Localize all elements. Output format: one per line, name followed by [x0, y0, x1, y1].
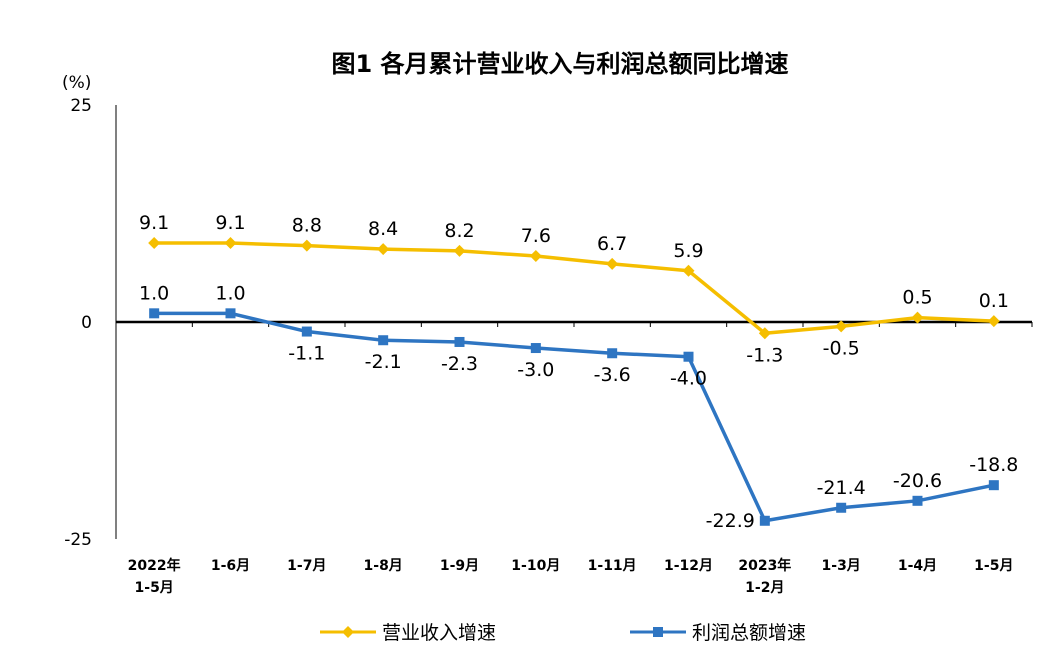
x-tick-label: 1-8月 [364, 558, 403, 574]
series-line-0 [154, 241, 994, 336]
y-tick-label: -25 [64, 530, 92, 550]
data-label: -18.8 [969, 454, 1018, 476]
data-label: -0.5 [823, 337, 860, 359]
data-label: 1.0 [139, 282, 169, 304]
data-point [149, 308, 160, 319]
data-point [683, 351, 694, 362]
data-label: 7.6 [521, 225, 551, 247]
x-tick-label: 2023年 [738, 557, 791, 574]
data-label: 8.4 [368, 218, 398, 240]
data-point [454, 336, 465, 347]
data-point [378, 335, 389, 346]
data-point [759, 515, 770, 526]
data-label: 8.2 [444, 220, 474, 242]
data-point [453, 244, 466, 257]
data-label: 6.7 [597, 233, 627, 255]
data-label: 1.0 [215, 282, 245, 304]
legend-marker [653, 627, 663, 637]
data-label: 5.9 [673, 240, 703, 262]
data-label: -22.9 [706, 510, 755, 532]
data-label: -3.0 [517, 359, 554, 381]
data-point [988, 480, 999, 491]
data-label: -2.1 [365, 351, 402, 373]
data-label: -1.3 [746, 344, 783, 366]
chart-title: 图1 各月累计营业收入与利润总额同比增速 [331, 50, 788, 78]
series-layer [148, 237, 1000, 526]
data-label: 8.8 [292, 215, 322, 237]
data-label: -2.3 [441, 353, 478, 375]
data-point [682, 264, 695, 277]
data-point [530, 343, 541, 354]
y-axis-unit: (%) [62, 73, 91, 93]
y-tick-label: 25 [70, 96, 92, 116]
data-point [758, 327, 771, 340]
data-label: 9.1 [139, 212, 169, 234]
data-label: -3.6 [594, 364, 631, 386]
data-point [836, 502, 847, 513]
x-tick-label: 2022年 [128, 557, 181, 574]
data-label: -4.0 [670, 368, 707, 390]
x-tick-label: 1-2月 [745, 580, 784, 596]
data-label: 9.1 [215, 212, 245, 234]
legend-marker [342, 626, 354, 638]
y-tick-label: 0 [81, 313, 92, 333]
x-tick-label: 1-12月 [664, 558, 713, 574]
data-point [301, 326, 312, 337]
axes: 25 0 -25 [64, 96, 1033, 550]
x-tick-label: 1-6月 [211, 558, 250, 574]
data-labels: 9.1 9.1 8.8 8.4 8.2 7.6 6.7 5.9 -1.3 -0.5 0.5 0.1 1.… [139, 212, 1018, 532]
series-line-1 [154, 311, 995, 523]
data-label: -1.1 [288, 343, 325, 365]
x-tick-label: 1-10月 [511, 558, 560, 574]
data-point [148, 237, 161, 250]
x-tick-label: 1-11月 [588, 558, 637, 574]
legend: 营业收入增速 利润总额增速 [320, 622, 806, 644]
data-point [225, 308, 236, 319]
data-point [987, 315, 1000, 328]
data-label: -21.4 [817, 477, 866, 499]
data-point [912, 495, 923, 506]
data-label: -20.6 [893, 470, 942, 492]
x-tick-label: 1-4月 [898, 558, 937, 574]
x-tick-label: 1-3月 [822, 558, 861, 574]
x-tick-label: 1-9月 [440, 558, 479, 574]
data-point [835, 320, 848, 333]
data-label: 0.1 [979, 290, 1009, 312]
data-point [300, 239, 313, 252]
data-point [377, 243, 390, 256]
x-tick-label: 1-7月 [287, 558, 326, 574]
x-tick-label: 1-5月 [974, 558, 1013, 574]
data-point [224, 237, 237, 250]
x-tick-label: 1-5月 [135, 580, 174, 596]
data-point [529, 250, 542, 263]
data-point [606, 257, 619, 270]
data-label: 0.5 [902, 287, 932, 309]
data-point [607, 348, 618, 359]
data-point [911, 311, 924, 324]
legend-label: 利润总额增速 [692, 622, 806, 644]
x-tick-labels: 2022年 1-5月 1-6月 1-7月 1-8月 1-9月 1-10月 1-11月 1-12月… [128, 557, 1014, 596]
legend-label: 营业收入增速 [382, 622, 496, 644]
